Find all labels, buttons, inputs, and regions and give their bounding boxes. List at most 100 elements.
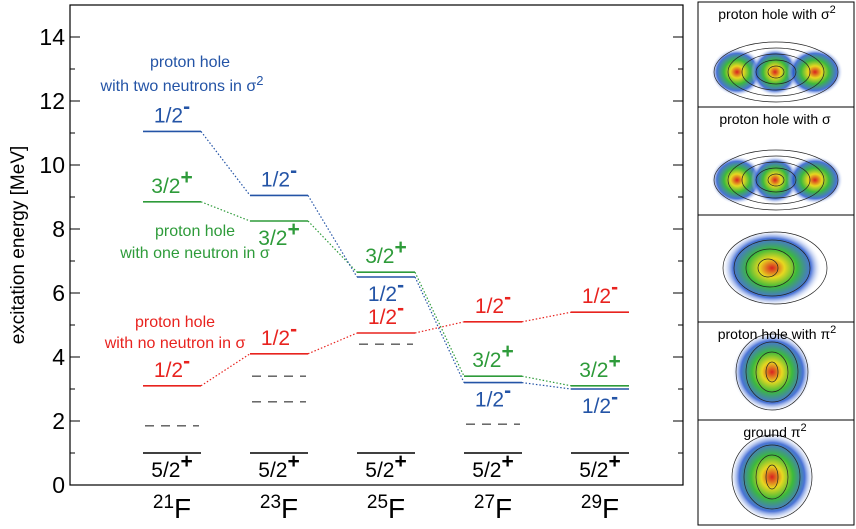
annotation-text: proton hole [150, 54, 230, 71]
x-tick-label: 25F [367, 492, 405, 524]
annotation-sup: 2 [256, 73, 263, 88]
y-tick-label: 2 [52, 408, 65, 434]
annotation-text: with no neutron in σ [104, 335, 246, 352]
contour [733, 239, 811, 297]
isotope-mass: 25 [367, 492, 388, 513]
y-tick-label: 6 [52, 280, 65, 306]
caption-sup: 2 [801, 422, 807, 434]
isotope-symbol: F [388, 493, 405, 524]
level-parity: + [501, 340, 513, 363]
level-label: 3/2+ [365, 236, 406, 268]
level-connector [307, 332, 358, 355]
level-label: 5/2+ [579, 450, 620, 482]
level-connector [521, 311, 572, 323]
level-connector [521, 382, 572, 390]
isotope-mass: 23 [260, 492, 281, 513]
contour [743, 444, 801, 510]
panel-caption: proton hole with σ [719, 111, 831, 127]
contour [755, 167, 797, 193]
contour [757, 258, 779, 278]
y-axis-label: excitation energy [MeV] [8, 146, 29, 345]
contours [713, 41, 839, 520]
isotope-symbol: F [281, 493, 298, 524]
contour [755, 59, 797, 85]
density-blob [751, 156, 799, 204]
panel-caption: proton hole with σ2 [718, 4, 836, 22]
level-label: 1/2- [261, 318, 297, 350]
level-spin: 1/2 [368, 306, 397, 329]
level-parity: - [183, 350, 190, 373]
level-parity: + [287, 450, 299, 473]
x-tick-label: 21F [153, 492, 191, 524]
level-connector [414, 276, 465, 383]
level-connector [200, 353, 251, 387]
density-blob [730, 433, 814, 521]
x-tick-label: 29F [581, 492, 619, 524]
caption-text: ground π [743, 424, 800, 440]
caption-text: proton hole with σ [719, 111, 831, 127]
level-spin: 3/2 [151, 175, 180, 198]
panel-caption: proton hole with π2 [718, 324, 837, 342]
annotation: proton hole [135, 314, 215, 331]
level-spin: 5/2 [579, 459, 608, 482]
annotation: proton hole [155, 223, 235, 240]
caption-sup: 2 [830, 4, 836, 16]
contour [745, 341, 799, 403]
level-connector [414, 321, 465, 334]
y-tick-label: 0 [52, 472, 65, 498]
annotation: proton hole [150, 54, 230, 71]
panel-caption: ground π2 [743, 422, 806, 440]
level-label: 1/2- [475, 286, 511, 318]
contour [765, 361, 779, 383]
level-spin: 5/2 [151, 459, 180, 482]
isotope-symbol: F [174, 493, 191, 524]
level-parity: - [397, 297, 404, 320]
density-blob [732, 332, 812, 412]
level-connector [414, 271, 465, 377]
contour [731, 434, 813, 520]
level-parity: - [611, 276, 618, 299]
level-parity: + [394, 236, 406, 259]
level-label: 3/2+ [258, 218, 299, 250]
y-tick-label: 14 [39, 24, 65, 50]
isotope-mass: 29 [581, 492, 602, 513]
annotation: with two neutrons in σ2 [100, 73, 264, 95]
level-parity: - [290, 159, 297, 182]
caption-text: proton hole with σ [718, 6, 830, 22]
contour [765, 464, 779, 490]
annotation-text: with two neutrons in σ [100, 78, 257, 95]
level-connector [200, 201, 251, 222]
isotope-mass: 21 [153, 492, 174, 513]
contour [745, 248, 795, 288]
level-spin: 3/2 [365, 245, 394, 268]
level-label: 5/2+ [151, 450, 192, 482]
contour [767, 173, 785, 187]
caption-sup: 2 [830, 324, 836, 336]
level-spin: 3/2 [258, 227, 287, 250]
level-spin: 5/2 [258, 459, 287, 482]
level-label: 1/2- [368, 297, 404, 329]
level-spin: 1/2 [475, 389, 504, 412]
level-connector [200, 131, 251, 196]
annotation-text: with one neutron in σ [119, 245, 270, 262]
level-parity: - [397, 274, 404, 297]
annotation: with no neutron in σ [104, 335, 246, 352]
level-label: 3/2+ [579, 350, 620, 382]
level-parity: - [504, 380, 511, 403]
level-parity: - [504, 286, 511, 309]
level-spin: 1/2 [154, 104, 183, 127]
density-blob [751, 48, 799, 96]
y-tick-label: 4 [52, 344, 65, 370]
level-label: 1/2- [261, 159, 297, 191]
level-parity: + [394, 450, 406, 473]
level-spin: 3/2 [579, 359, 608, 382]
level-label: 5/2+ [258, 450, 299, 482]
level-parity: + [180, 450, 192, 473]
level-spin: 1/2 [261, 168, 290, 191]
contour [735, 333, 809, 411]
contour [713, 41, 839, 103]
level-spin: 1/2 [582, 285, 611, 308]
level-parity: + [287, 218, 299, 241]
level-parity: + [180, 166, 192, 189]
